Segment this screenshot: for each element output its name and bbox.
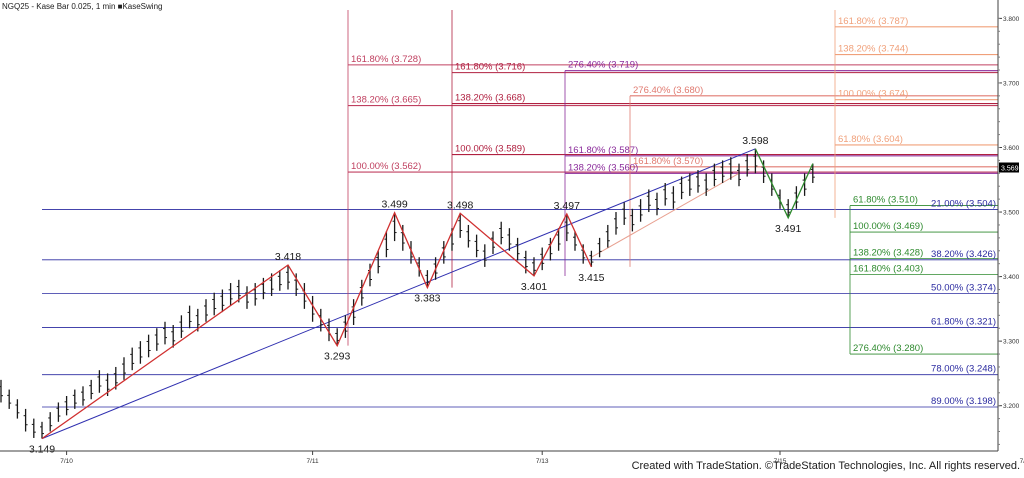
swing-point-label: 3.499 [381, 199, 407, 211]
swing-line-red [41, 211, 592, 440]
projection-label: 138.20% (3.668) [455, 93, 525, 104]
last-price-box [999, 162, 1019, 173]
price-axis: 3.800 3.700 3.600 3.500 3.400 3.300 3.200 3.569 [997, 0, 1020, 451]
y-tick-label: 3.300 [1003, 339, 1020, 346]
swing-point-label: 3.383 [414, 293, 440, 305]
swing-point-label: 3.418 [275, 251, 301, 263]
swing-point-label: 3.293 [324, 351, 350, 363]
projection-label: 61.80% (3.510) [853, 195, 918, 206]
x-tick-label: 7/10 [60, 458, 73, 465]
price-bars-layer [0, 148, 815, 439]
swing-point-label: 3.598 [742, 135, 768, 147]
projection-label: 161.80% (3.587) [568, 145, 638, 156]
y-tick-label: 3.700 [1003, 80, 1020, 87]
y-tick-label: 3.600 [1003, 145, 1020, 152]
projection-label: 138.20% (3.428) [853, 248, 923, 259]
projection-label: 276.40% (3.280) [853, 343, 923, 354]
trendline-layer [41, 148, 756, 440]
x-tick-label: 7/11 [307, 458, 320, 465]
swing-layer: 3.149 3.418 3.293 3.499 3.383 3.498 3.401 3.497… [29, 135, 814, 456]
projection-label: 161.80% (3.403) [853, 264, 923, 275]
swing-point-label: 3.498 [447, 199, 473, 211]
time-axis: 7/107/117/137/157/1612:30 [0, 450, 1024, 465]
retracement-label: 38.20% (3.426) [931, 249, 996, 260]
trendline [41, 148, 756, 440]
swing-point-label: 3.491 [775, 223, 801, 235]
y-tick-label: 3.400 [1003, 274, 1020, 281]
x-tick-label: 7/16 [1020, 458, 1024, 465]
projection-label: 138.20% (3.665) [351, 95, 421, 106]
retracement-label: 89.00% (3.198) [931, 396, 996, 407]
swing-line-green [754, 148, 814, 220]
projection-label: 100.00% (3.562) [351, 161, 421, 172]
credit-text: Created with TradeStation. ©TradeStation… [632, 460, 1020, 472]
retracement-label: 50.00% (3.374) [931, 282, 996, 293]
trendline [591, 172, 740, 258]
projection-label: 276.40% (3.680) [633, 85, 703, 96]
retracement-label: 78.00% (3.248) [931, 364, 996, 375]
projection-label: 61.80% (3.604) [838, 134, 903, 145]
level-lines-layer [42, 10, 998, 408]
swing-point-label: 3.401 [521, 281, 547, 293]
projection-label: 161.80% (3.716) [455, 62, 525, 73]
swing-point-label: 3.497 [554, 200, 580, 212]
x-tick-label: 7/15 [774, 458, 787, 465]
level-labels-layer: 21.00% (3.504) 38.20% (3.426) 50.00% (3.37… [351, 16, 996, 407]
projection-label: 138.20% (3.744) [838, 44, 908, 55]
retracement-label: 61.80% (3.321) [931, 317, 996, 328]
projection-label: 276.40% (3.719) [568, 60, 638, 71]
projection-label: 161.80% (3.787) [838, 16, 908, 27]
projection-label: 100.00% (3.589) [455, 144, 525, 155]
chart-title: NGQ25 - Kase Bar 0.025, 1 min ■KaseSwing [2, 2, 162, 11]
y-tick-label: 3.200 [1003, 403, 1020, 410]
swing-point-label: 3.149 [29, 444, 55, 456]
swing-point-label: 3.415 [578, 272, 604, 284]
projection-label: 161.80% (3.570) [633, 156, 703, 167]
last-price-label: 3.569 [1001, 166, 1019, 173]
projection-label: 161.80% (3.728) [351, 54, 421, 65]
retracement-label: 21.00% (3.504) [931, 198, 996, 209]
x-tick-label: 7/13 [536, 458, 549, 465]
projection-label: 100.00% (3.469) [853, 221, 923, 232]
projection-label: 100.00% (3.674) [838, 89, 908, 100]
y-tick-label: 3.800 [1003, 16, 1020, 23]
projection-label: 138.20% (3.560) [568, 162, 638, 173]
y-tick-label: 3.500 [1003, 210, 1020, 217]
